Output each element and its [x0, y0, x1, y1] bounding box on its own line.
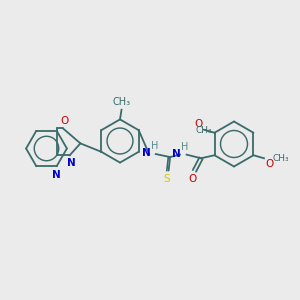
Text: N: N	[67, 158, 76, 168]
Text: CH₃: CH₃	[112, 97, 130, 107]
Text: CH₃: CH₃	[196, 126, 212, 135]
Text: O: O	[265, 159, 273, 169]
Text: N: N	[52, 170, 61, 180]
Text: N: N	[172, 149, 181, 159]
Text: S: S	[164, 174, 170, 184]
Text: N: N	[142, 148, 150, 158]
Text: O: O	[195, 119, 203, 129]
Text: O: O	[188, 174, 196, 184]
Text: H: H	[151, 141, 158, 151]
Text: H: H	[182, 142, 189, 152]
Text: CH₃: CH₃	[272, 154, 289, 163]
Text: N: N	[53, 171, 62, 181]
Text: O: O	[60, 116, 69, 126]
